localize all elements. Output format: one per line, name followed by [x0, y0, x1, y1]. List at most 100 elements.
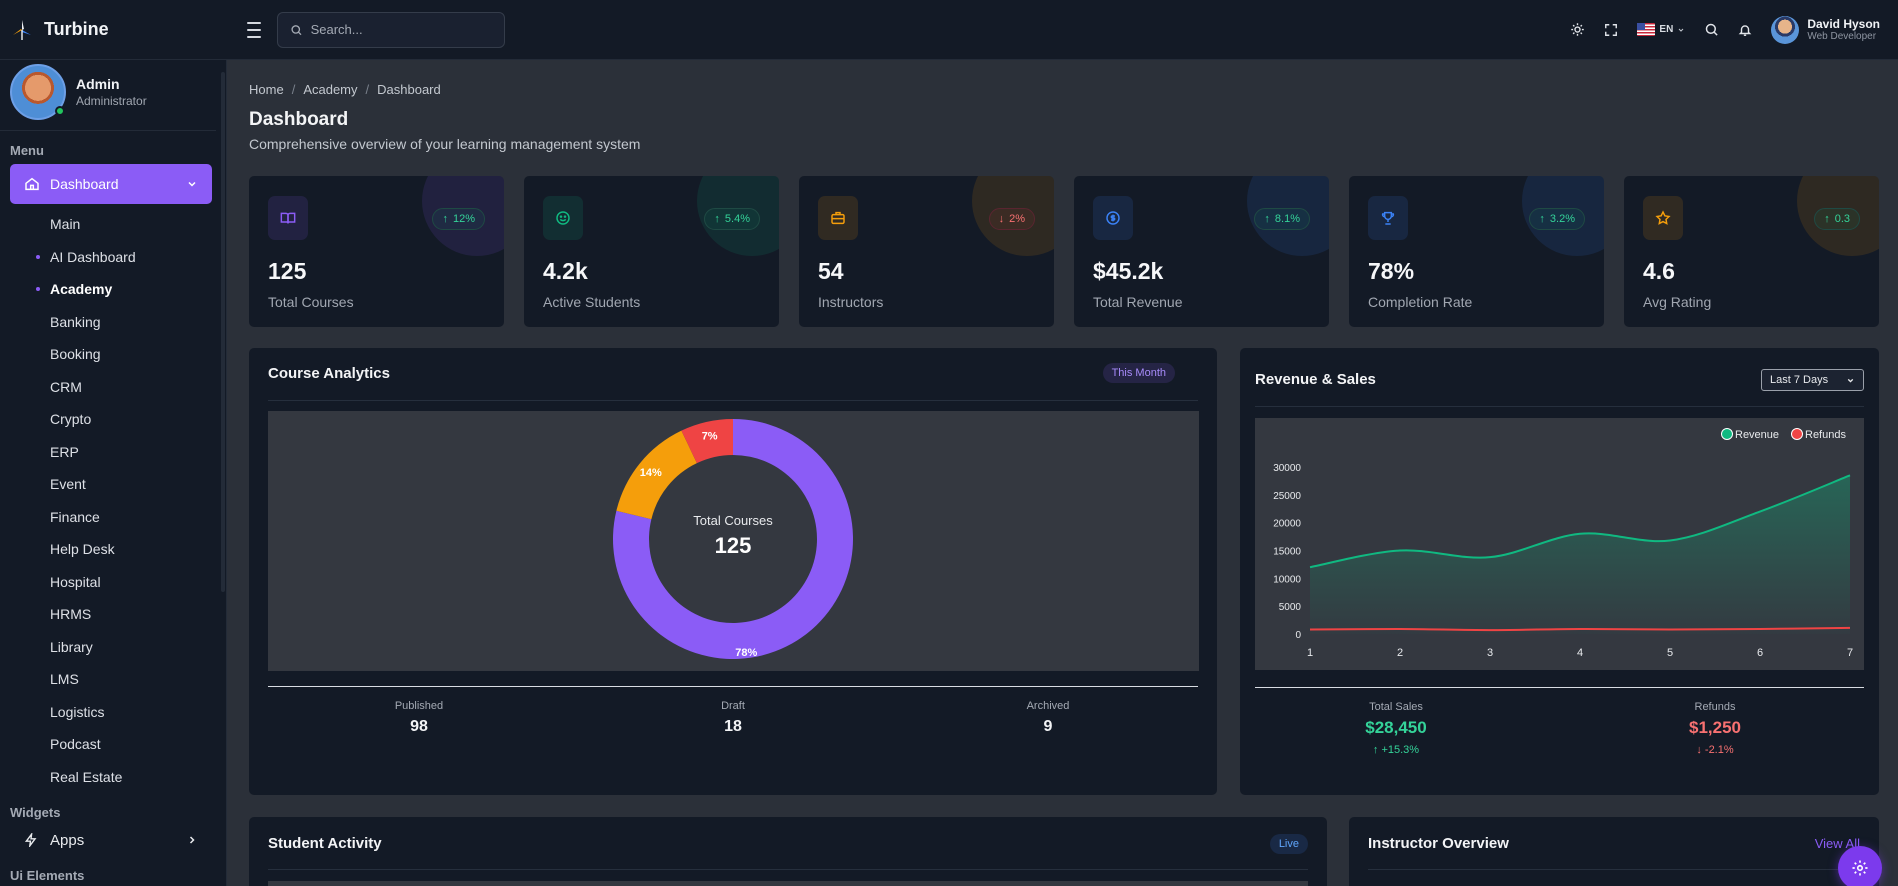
- sidebar-item-apps[interactable]: Apps: [10, 824, 212, 856]
- sidebar-item-podcast[interactable]: Podcast: [50, 736, 101, 753]
- sidebar-item-library[interactable]: Library: [50, 638, 93, 655]
- sidebar-item-booking[interactable]: Booking: [50, 346, 101, 363]
- course-analytics-panel: Course Analytics This Month Total Course…: [249, 348, 1217, 795]
- change-badge: ↑ 0.3: [1814, 208, 1860, 230]
- change-value: 0.3: [1834, 213, 1850, 225]
- sidebar-item-help-desk[interactable]: Help Desk: [50, 541, 115, 558]
- sidebar-item-finance[interactable]: Finance: [50, 508, 100, 525]
- sidebar-item-real-estate[interactable]: Real Estate: [50, 768, 123, 785]
- sidebar-item-banking[interactable]: Banking: [50, 313, 101, 330]
- series-line-refunds[interactable]: [1309, 626, 1851, 632]
- breadcrumb-separator: /: [291, 82, 296, 97]
- sidebar-item-erp[interactable]: ERP: [50, 443, 79, 460]
- user-menu[interactable]: David Hyson Web Developer: [1771, 15, 1880, 44]
- change-badge: ↑ 12%: [432, 208, 485, 230]
- sidebar-item-lms[interactable]: LMS: [50, 671, 79, 688]
- stat-label: Total Courses: [268, 294, 354, 310]
- sun-icon[interactable]: [1569, 22, 1585, 38]
- brand[interactable]: Turbine: [0, 18, 227, 42]
- chevron-down-icon: [1847, 378, 1854, 383]
- book-icon: [268, 196, 308, 240]
- summary-label: Total Sales: [1369, 701, 1423, 713]
- summary-total-sales: Total Sales $28,450 ↑ +15.3%: [1296, 701, 1496, 756]
- series-line-revenue[interactable]: [1309, 474, 1851, 569]
- stat-value: 78%: [1368, 258, 1415, 284]
- stat-value: 54: [818, 258, 844, 284]
- bell-icon[interactable]: [1737, 22, 1753, 38]
- sidebar-item-crm[interactable]: CRM: [50, 378, 82, 395]
- donut-slice-draft[interactable]: [616, 430, 697, 520]
- change-value: 2%: [1009, 213, 1025, 225]
- live-badge: Live: [1269, 834, 1308, 854]
- refunds-change: ↓ -2.1%: [1615, 744, 1815, 756]
- profile-role: Administrator: [76, 94, 147, 108]
- summary-label: Draft: [721, 700, 745, 712]
- stat-card-active-students: ↑ 5.4% 4.2k Active Students: [524, 176, 779, 327]
- sidebar-profile[interactable]: Admin Administrator: [0, 60, 216, 131]
- range-select-value: Last 7 Days: [1770, 374, 1829, 386]
- range-select[interactable]: Last 7 Days: [1761, 369, 1864, 391]
- online-status-dot: [55, 106, 65, 116]
- search-icon[interactable]: [1703, 22, 1719, 38]
- sidebar-item-dashboard[interactable]: Dashboard: [10, 164, 212, 204]
- sidebar-item-academy[interactable]: Academy: [0, 273, 226, 306]
- sidebar-scrollbar[interactable]: [221, 72, 225, 592]
- stat-card-instructors: ↓ 2% 54 Instructors: [799, 176, 1054, 327]
- sidebar-item-crypto[interactable]: Crypto: [50, 411, 92, 428]
- view-all-link[interactable]: View All: [1814, 836, 1860, 851]
- menu-toggle-icon[interactable]: [247, 21, 267, 38]
- summary-label: Archived: [1026, 700, 1070, 712]
- x-tick-label: 5: [1667, 647, 1673, 659]
- x-tick-label: 1: [1307, 647, 1313, 659]
- trophy-icon: [1368, 196, 1408, 240]
- sidebar-item-logistics[interactable]: Logistics: [50, 703, 105, 720]
- change-value: 3.2%: [1549, 213, 1575, 225]
- search-box[interactable]: [277, 11, 505, 48]
- sidebar-item-hrms[interactable]: HRMS: [50, 606, 92, 623]
- search-input[interactable]: [310, 22, 492, 37]
- refunds-value: $1,250: [1689, 718, 1741, 737]
- y-tick-label: 5000: [1279, 602, 1302, 613]
- breadcrumb-home[interactable]: Home: [249, 82, 284, 97]
- arrow-up-icon: ↑: [1539, 213, 1545, 225]
- stat-card-total-revenue: ↑ 8.1% $45.2k Total Revenue: [1074, 176, 1329, 327]
- panel-title: Student Activity: [268, 835, 382, 852]
- legend-label[interactable]: Refunds: [1805, 429, 1846, 441]
- donut-slice-archived[interactable]: [681, 419, 733, 464]
- language-selector[interactable]: EN: [1637, 23, 1685, 36]
- y-tick-label: 0: [1295, 630, 1301, 641]
- sidebar-item-label: Dashboard: [50, 176, 119, 192]
- change-value: 12%: [452, 213, 475, 225]
- donut-slice-published[interactable]: [613, 419, 853, 659]
- sidebar-item-ai-dashboard[interactable]: AI Dashboard: [0, 241, 226, 274]
- widgets-section-label: Widgets: [10, 805, 61, 820]
- stat-card-completion-rate: ↑ 3.2% 78% Completion Rate: [1349, 176, 1604, 327]
- chevron-down-icon: [188, 181, 196, 187]
- settings-fab[interactable]: [1838, 846, 1882, 886]
- period-badge[interactable]: This Month: [1102, 363, 1175, 383]
- divider: [268, 869, 1308, 870]
- sidebar-item-hospital[interactable]: Hospital: [50, 573, 101, 590]
- legend-marker-revenue: [1721, 428, 1733, 440]
- arrow-up-icon: ↑: [1824, 213, 1830, 225]
- panel-title: Course Analytics: [268, 365, 390, 382]
- sidebar-item-event[interactable]: Event: [50, 476, 86, 493]
- arrow-up-icon: ↑: [442, 213, 448, 225]
- breadcrumb-academy[interactable]: Academy: [303, 82, 358, 97]
- summary-archived: Archived 9: [948, 700, 1148, 736]
- stat-value: 4.6: [1643, 258, 1675, 284]
- revenue-sales-panel: Revenue & Sales Last 7 Days 0 5000 10000 15…: [1240, 348, 1879, 795]
- divider: [1255, 406, 1864, 407]
- fullscreen-icon[interactable]: [1603, 22, 1619, 38]
- student-activity-panel: Student Activity Live: [249, 817, 1327, 886]
- profile-name: Admin: [76, 76, 120, 92]
- donut-slice-label: 7%: [702, 431, 718, 443]
- sidebar-item-main[interactable]: Main: [50, 216, 81, 233]
- change-value: 8.1%: [1274, 213, 1300, 225]
- change-value: 5.4%: [724, 213, 750, 225]
- stat-card-avg-rating: ↑ 0.3 4.6 Avg Rating: [1624, 176, 1879, 327]
- revenue-area-fill: [1310, 475, 1850, 634]
- legend-label[interactable]: Revenue: [1735, 429, 1779, 441]
- chevron-right-icon: [189, 836, 195, 844]
- y-tick-label: 30000: [1273, 463, 1301, 474]
